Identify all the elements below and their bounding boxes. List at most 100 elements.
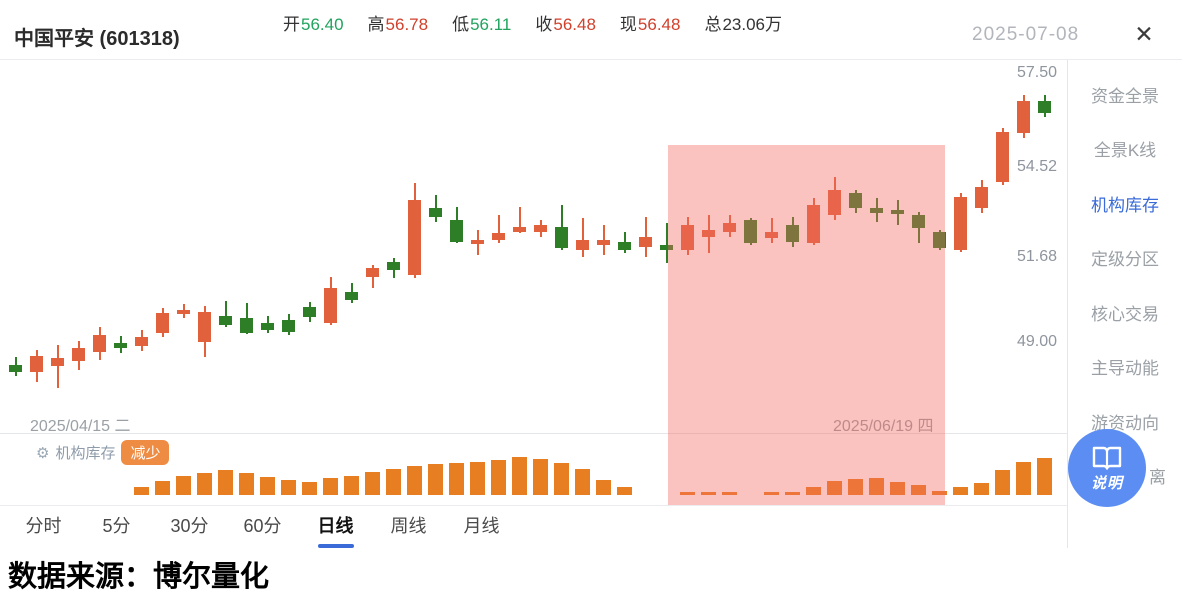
volume-bar xyxy=(407,466,422,495)
price-axis-label: 51.68 xyxy=(1016,248,1057,266)
timeframe-tabs: 分时 5分 30分 60分 日线 周线 月线 xyxy=(0,505,1067,548)
volume-bar xyxy=(596,480,611,495)
highlight-region xyxy=(668,145,945,505)
candle-body xyxy=(366,268,379,278)
volume-bar xyxy=(302,482,317,495)
volume-bar xyxy=(365,472,380,495)
sidebar-item-panorama-kline[interactable]: 全景K线 xyxy=(1093,141,1157,161)
volume-bar xyxy=(701,492,716,495)
candle-body xyxy=(744,220,757,244)
sidebar-item-dominant-momentum[interactable]: 主导动能 xyxy=(1091,359,1159,379)
candle-body xyxy=(702,230,715,238)
stat-1: 高56.78 xyxy=(367,15,429,34)
candle-body xyxy=(513,227,526,233)
candle-wick xyxy=(581,218,584,258)
candle-body xyxy=(198,311,211,342)
price-axis-label: 54.52 xyxy=(1016,158,1057,176)
candle-body xyxy=(618,242,631,251)
volume-bar xyxy=(953,487,968,495)
candle-body xyxy=(429,208,442,218)
candle-body xyxy=(282,320,295,333)
volume-bar xyxy=(281,480,296,495)
candle-body xyxy=(156,312,169,334)
help-button[interactable]: 说明 xyxy=(1068,429,1146,507)
volume-bar xyxy=(1037,458,1052,495)
candle-body xyxy=(975,187,988,209)
candle-body xyxy=(135,336,148,347)
candle-body xyxy=(807,205,820,244)
indicator-status-badge: 减少 xyxy=(121,440,170,465)
indicator-name: 机构库存 xyxy=(55,445,116,462)
volume-bar xyxy=(470,462,485,495)
candle-body xyxy=(72,348,85,361)
candle-body xyxy=(450,220,463,243)
tab-daily[interactable]: 日线 xyxy=(299,506,372,548)
sidebar-item-institution-inventory[interactable]: 机构库存 xyxy=(1091,195,1159,215)
tab-realtime[interactable]: 分时 xyxy=(25,516,62,536)
stat-2: 低56.11 xyxy=(452,15,512,34)
volume-bar xyxy=(1016,462,1031,495)
candle-body xyxy=(324,288,337,323)
indicator-label-row: ⚙ 机构库存 减少 xyxy=(36,440,170,465)
candle-wick xyxy=(518,207,521,234)
tab-30min[interactable]: 30分 xyxy=(170,516,209,536)
volume-bar xyxy=(134,487,149,495)
candlestick-chart[interactable]: ⚙ 机构库存 减少 57.50 54.52 51.68 49.00 2025/04/15… xyxy=(0,60,1067,505)
candle-wick xyxy=(665,223,668,264)
candle-body xyxy=(1017,100,1030,134)
volume-bar xyxy=(974,483,989,495)
sidebar-item-core-trading[interactable]: 核心交易 xyxy=(1091,304,1159,324)
volume-bar xyxy=(575,469,590,495)
close-icon[interactable]: ✕ xyxy=(1134,21,1154,47)
sidebar-item-fund-panorama[interactable]: 资金全景 xyxy=(1091,86,1159,106)
stat-3: 收56.48 xyxy=(535,15,596,34)
gear-icon[interactable]: ⚙ xyxy=(36,444,50,462)
date-axis-label: 2025/06/19 四 xyxy=(833,418,934,435)
date-axis-label: 2025/04/15 二 xyxy=(30,418,131,435)
volume-bar xyxy=(554,463,569,495)
volume-bar xyxy=(218,470,233,495)
stat-0: 开56.40 xyxy=(283,15,344,34)
candle-body xyxy=(345,291,358,301)
volume-bar xyxy=(806,487,821,495)
volume-bar xyxy=(890,482,905,495)
volume-bar xyxy=(491,460,506,495)
data-source-text: 数据来源：博尔量化 xyxy=(8,561,270,593)
candle-body xyxy=(177,310,190,315)
candle-body xyxy=(912,215,925,229)
candle-body xyxy=(891,210,904,215)
sidebar-item-hot-money[interactable]: 游资动向 xyxy=(1091,413,1159,433)
volume-bar xyxy=(680,492,695,495)
tab-60min[interactable]: 60分 xyxy=(243,516,282,536)
volume-bar xyxy=(764,492,779,495)
candle-body xyxy=(303,307,316,317)
volume-bar xyxy=(260,477,275,495)
volume-bar xyxy=(827,481,842,495)
candle-body xyxy=(534,225,547,233)
active-tab-underline xyxy=(317,544,354,548)
candle-wick xyxy=(497,215,500,244)
candle-body xyxy=(30,355,43,373)
price-axis-label: 49.00 xyxy=(1016,333,1057,350)
candle-body xyxy=(219,316,232,325)
candle-body xyxy=(786,225,799,243)
sidebar-item-partially-hidden[interactable]: 离 xyxy=(1149,468,1166,488)
candle-body xyxy=(870,208,883,214)
candle-body xyxy=(261,323,274,330)
candle-body xyxy=(996,132,1009,183)
help-button-label: 说明 xyxy=(1090,475,1123,492)
candle-body xyxy=(408,200,421,276)
candle-body xyxy=(639,237,652,248)
tab-weekly[interactable]: 周线 xyxy=(390,516,427,536)
volume-bar xyxy=(449,463,464,495)
volume-bar xyxy=(533,459,548,495)
sidebar-item-grading-zone[interactable]: 定级分区 xyxy=(1091,250,1159,270)
header-date: 2025-07-08 xyxy=(972,24,1080,45)
tab-monthly[interactable]: 月线 xyxy=(463,516,500,536)
candle-body xyxy=(933,232,946,249)
candle-body xyxy=(828,190,841,216)
tab-5min[interactable]: 5分 xyxy=(102,516,131,536)
volume-bar xyxy=(995,470,1010,495)
candle-body xyxy=(681,225,694,251)
